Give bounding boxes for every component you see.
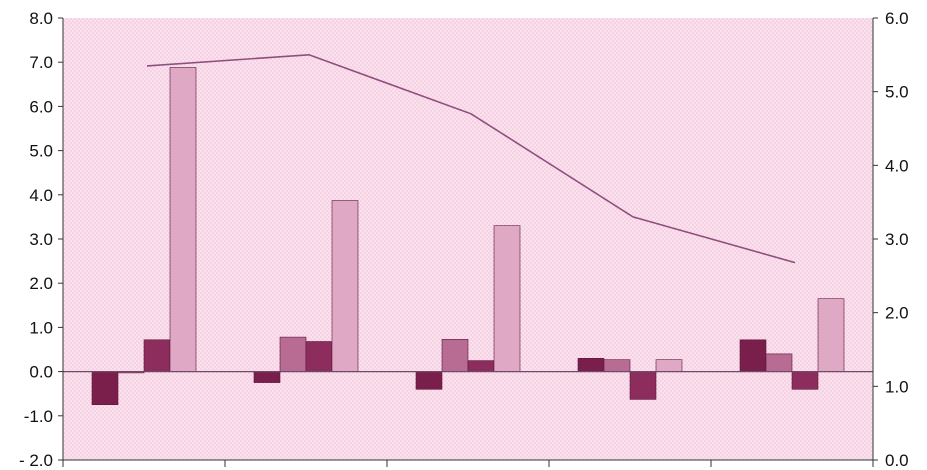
bar-s2-c5 — [765, 353, 793, 372]
bar-s4-c5 — [817, 298, 845, 372]
left-tick-label: - 2.0 — [19, 451, 53, 470]
right-tick-label: 3.0 — [885, 230, 909, 249]
bar-s1-c4 — [577, 357, 605, 372]
left-tick-label: 0.0 — [29, 363, 53, 382]
right-tick-label: 2.0 — [885, 304, 909, 323]
bar-s4-c2 — [331, 200, 359, 372]
bar-s1-c1 — [91, 371, 119, 406]
left-tick-label: 7.0 — [29, 53, 53, 72]
left-tick-label: 5.0 — [29, 142, 53, 161]
line-series — [146, 53, 796, 264]
bar-s2-c2 — [279, 336, 307, 372]
left-tick-label: 2.0 — [29, 274, 53, 293]
bar-s3-c4 — [629, 371, 657, 400]
right-tick-label: 0.0 — [885, 451, 909, 470]
left-tick-label: 8.0 — [29, 9, 53, 28]
bar-s1-c3 — [415, 371, 443, 390]
bar-s3-c2 — [305, 341, 333, 372]
bar-s3-c5 — [791, 371, 819, 390]
bar-s2-c4 — [603, 359, 631, 372]
left-tick-label: 6.0 — [29, 97, 53, 116]
bar-s3-c3 — [467, 360, 495, 373]
left-tick-label: 4.0 — [29, 186, 53, 205]
left-tick-labels: 8.0 7.0 6.0 5.0 4.0 3.0 2.0 1.0 0.0 -1.0 - 2.0 — [19, 9, 63, 470]
bar-s1-c5 — [739, 339, 767, 372]
left-tick-label: 1.0 — [29, 318, 53, 337]
bar-s2-c3 — [441, 338, 469, 372]
plot-background — [63, 18, 873, 460]
left-tick-label: 3.0 — [29, 230, 53, 249]
bar-s4-c3 — [493, 225, 521, 372]
right-tick-labels: 6.0 5.0 4.0 3.0 2.0 1.0 0.0 — [873, 9, 909, 470]
bar-s4-c1 — [169, 67, 197, 372]
x-tick-marks — [62, 460, 874, 467]
bar-s1-c2 — [253, 371, 281, 383]
left-tick-label: -1.0 — [24, 407, 53, 426]
right-tick-label: 6.0 — [885, 9, 909, 28]
bar-s3-c1 — [143, 339, 171, 372]
right-tick-label: 5.0 — [885, 83, 909, 102]
bar-s4-c4 — [655, 359, 683, 372]
bars-layer — [91, 67, 845, 406]
right-tick-label: 4.0 — [885, 156, 909, 175]
right-tick-label: 1.0 — [885, 377, 909, 396]
